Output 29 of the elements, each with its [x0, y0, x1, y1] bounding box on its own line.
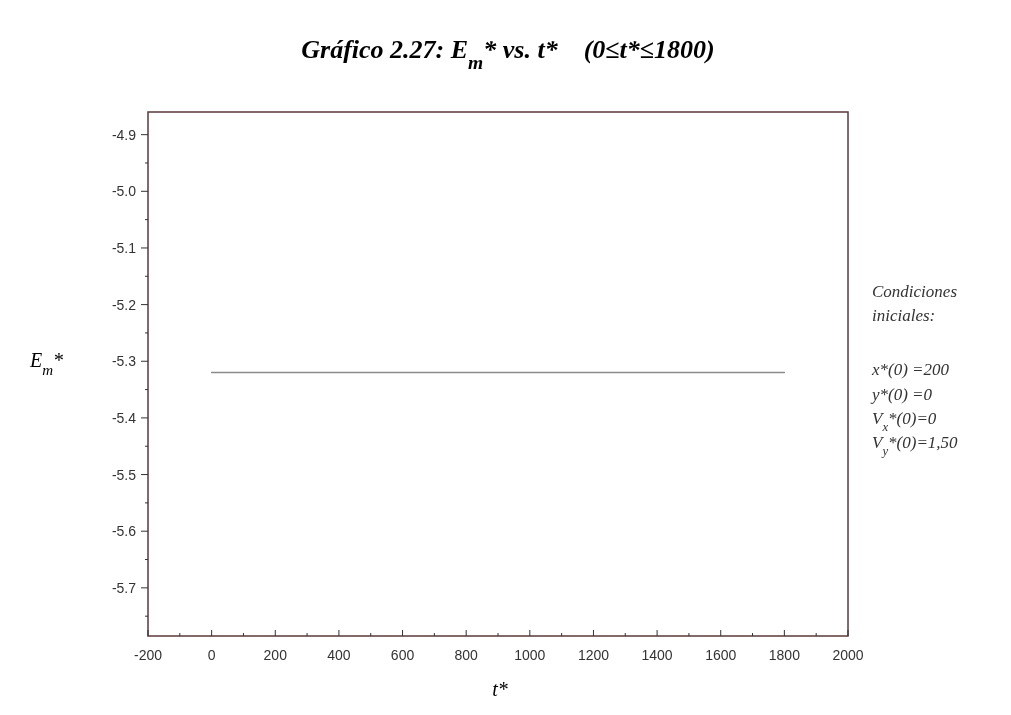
y-tick-label: -5.3 [111, 353, 137, 370]
x-axis-title: t* [492, 678, 508, 700]
text: x*(0) =200 [871, 360, 950, 379]
x-tick-label: 1800 [768, 647, 801, 663]
x-tick-label: 800 [454, 647, 479, 663]
text: V$_{x}$*(0)=0 [872, 409, 937, 434]
text: V$_{y}$*(0)=1,50 [872, 433, 959, 458]
x-tick-label: 2000 [832, 647, 864, 663]
x-tick-label: 400 [327, 647, 351, 663]
x-tick-label: -200 [133, 647, 163, 663]
x-tick-label: 600 [390, 647, 415, 663]
x-tick-label: 200 [263, 647, 288, 663]
y-tick-label: -5.5 [111, 466, 137, 483]
x-tick-label: 0 [207, 647, 216, 663]
x-tick-label: 1600 [705, 647, 737, 663]
chart-title: Gráfico 2.27: E$_{m}$* vs. t* (0≤t*≤1800) [301, 35, 715, 73]
text: Condiciones iniciales: [872, 282, 958, 325]
y-tick-label: -5.1 [111, 239, 137, 256]
x-tick-label: 1200 [577, 647, 610, 663]
x-tick-label: 1000 [514, 647, 546, 663]
x-tick-label: 1400 [641, 647, 673, 663]
y-tick-label: -5.7 [111, 579, 137, 596]
y-tick-label: -5.4 [111, 409, 137, 426]
y-tick-label: -5.6 [111, 523, 137, 540]
y-tick-label: -4.9 [111, 126, 137, 143]
y-tick-label: -5.0 [111, 183, 137, 200]
y-tick-label: -5.2 [111, 296, 137, 313]
text: y*(0) =0 [870, 385, 933, 404]
y-axis-title: E$_{m}$* [29, 349, 64, 378]
